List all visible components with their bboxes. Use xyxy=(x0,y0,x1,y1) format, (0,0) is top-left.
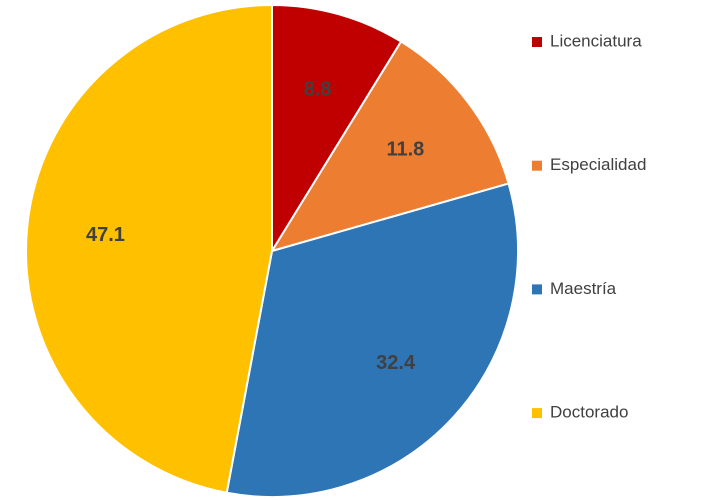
data-label: 11.8 xyxy=(386,138,424,160)
legend-swatch xyxy=(532,284,542,295)
pie-slice xyxy=(271,3,403,255)
data-label: 8.8 xyxy=(304,78,332,100)
pie-slice xyxy=(269,40,510,253)
legend-swatch xyxy=(532,408,542,419)
legend-label: Especialidad xyxy=(550,155,646,174)
legend-swatch xyxy=(532,37,542,47)
legend-swatch xyxy=(532,160,542,171)
legend-label: Maestría xyxy=(550,279,617,298)
pie-slice xyxy=(25,3,273,494)
legend-label: Doctorado xyxy=(550,403,628,422)
pie-slice xyxy=(225,182,519,498)
data-label: 47.1 xyxy=(86,224,125,246)
legend-label: Licenciatura xyxy=(550,31,642,50)
data-label: 32.4 xyxy=(376,352,416,374)
